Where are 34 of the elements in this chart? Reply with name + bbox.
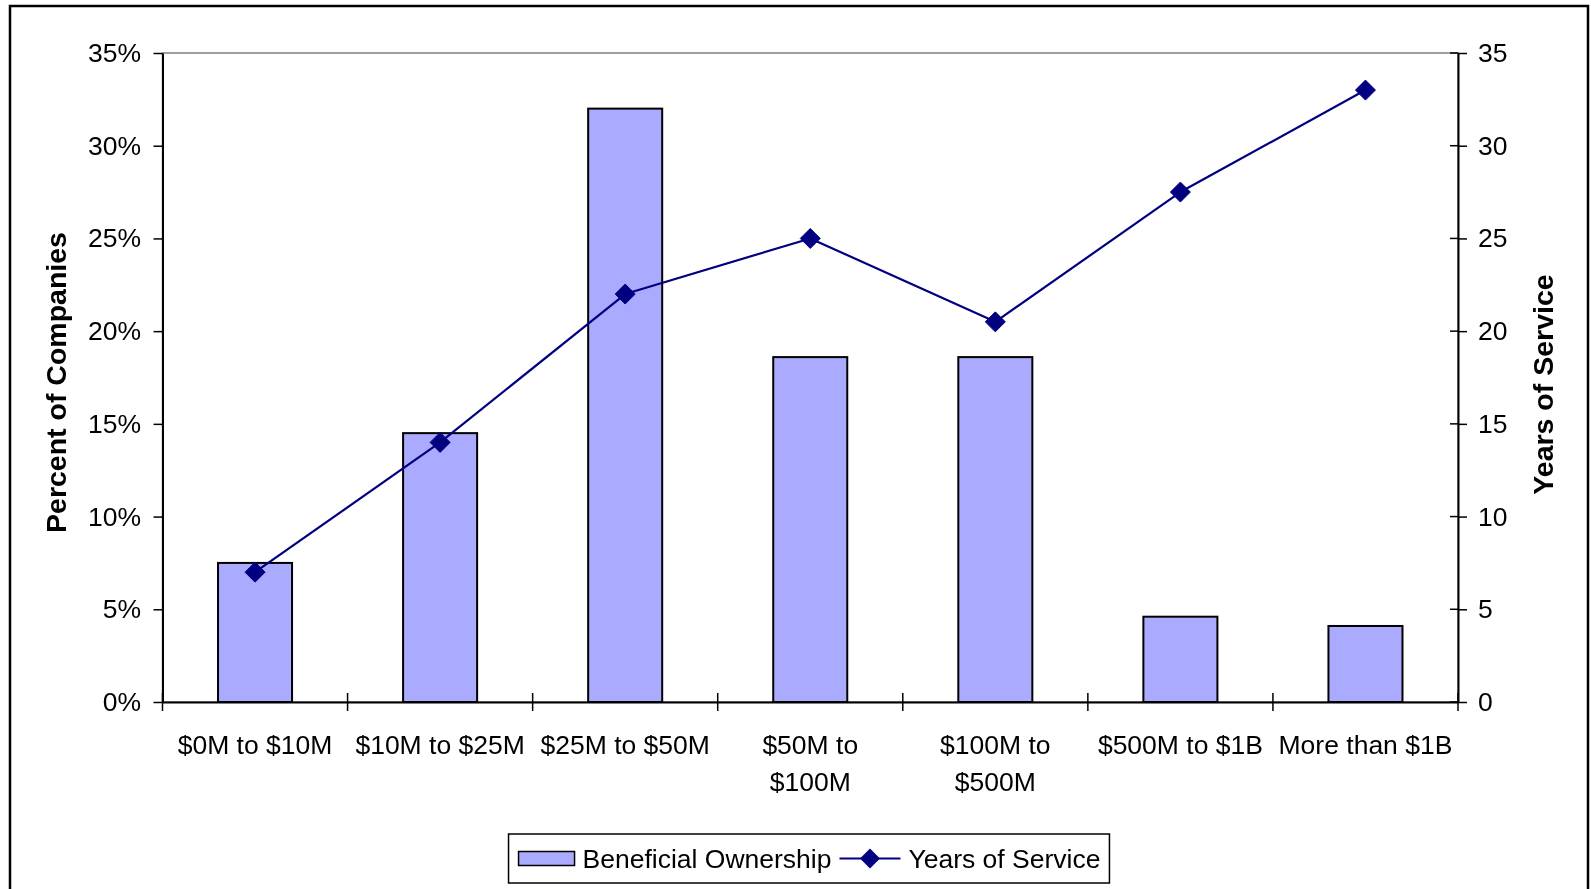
y-tick-label: 15% — [87, 408, 141, 439]
y-tick-label: 35% — [87, 37, 141, 68]
y-axis-title: Percent of Companies — [40, 232, 72, 533]
point — [1354, 79, 1376, 101]
legend-label: Years of Service — [908, 843, 1101, 874]
y-tick-label: 5% — [102, 594, 141, 625]
y-tick-label: 0% — [102, 686, 141, 717]
x-tick-label: $10M to $25M — [355, 729, 525, 760]
point — [1169, 181, 1191, 203]
y2-tick-label: 5 — [1478, 594, 1493, 625]
x-tick-label: $0M to $10M — [177, 729, 333, 760]
y2-tick-label: 15 — [1478, 408, 1508, 439]
y2-tick-label: 25 — [1478, 223, 1508, 254]
y2-tick-label: 10 — [1478, 501, 1508, 532]
x-tick-label: $100M to $500M — [940, 729, 1051, 797]
x-tick-label: $50M to $100M — [762, 729, 859, 797]
point — [244, 561, 266, 583]
y2-axis-title: Years of Service — [1527, 274, 1559, 495]
point — [799, 227, 821, 249]
x-tick-label: $25M to $50M — [540, 729, 710, 760]
point — [429, 431, 451, 453]
legend-label: Beneficial Ownership — [582, 843, 832, 874]
y-tick-label: 25% — [87, 223, 141, 254]
point — [614, 283, 636, 305]
y2-tick-label: 0 — [1478, 686, 1493, 717]
x-tick-label: $500M to $1B — [1097, 729, 1263, 760]
y-tick-label: 20% — [87, 316, 141, 347]
y-tick-label: 30% — [87, 130, 141, 161]
y2-tick-label: 35 — [1478, 37, 1508, 68]
point — [984, 311, 1006, 333]
x-tick-label: More than $1B — [1278, 729, 1453, 760]
y2-tick-label: 30 — [1478, 130, 1508, 161]
y-tick-label: 10% — [87, 501, 141, 532]
y2-tick-label: 20 — [1478, 316, 1508, 347]
